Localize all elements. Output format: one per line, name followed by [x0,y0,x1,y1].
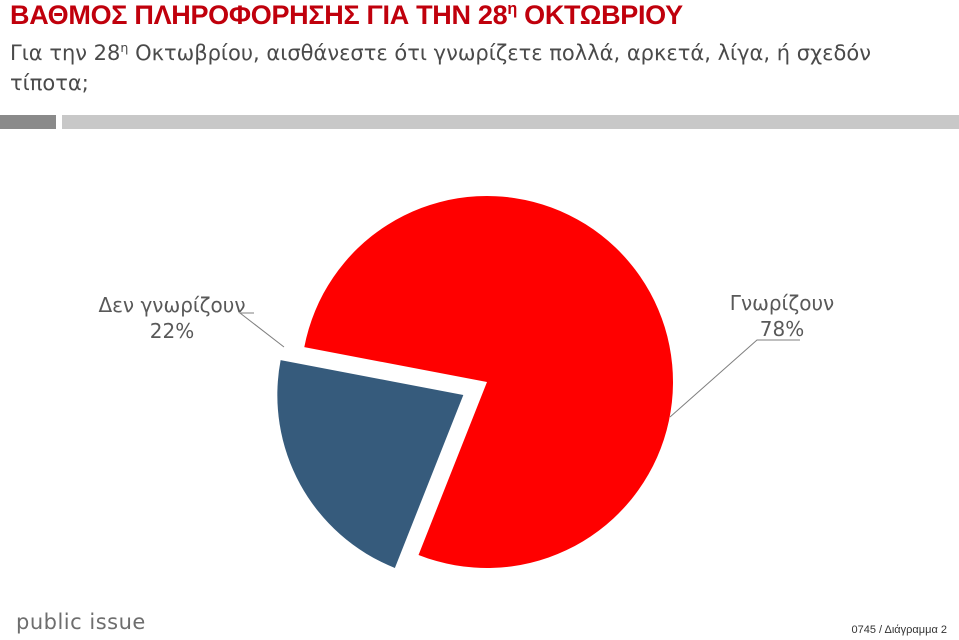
public-issue-logo: public issue [16,610,146,634]
pie-slice [304,196,674,569]
header-rule [62,115,959,129]
slice-label-name: Γνωρίζουν [729,291,835,315]
slice-label-value: 22% [149,319,195,343]
diagram-code: 0745 / Διάγραμμα 2 [851,624,947,636]
leader-line-gnorizoun [669,339,800,418]
header-rule-accent [0,115,56,129]
chart-subtitle: Για την 28η Οκτωβρίου, αισθάνεστε ότι γν… [10,40,871,95]
label-gnorizoun: Γνωρίζουν 78% [712,290,852,342]
leader-line-den-gnorizoun [238,312,285,348]
pie-slice [277,360,464,568]
slice-label-value: 78% [759,317,805,341]
label-den-gnorizoun: Δεν γνωρίζουν 22% [92,292,252,344]
slice-label-name: Δεν γνωρίζουν [98,293,246,317]
chart-title: ΒΑΘΜΟΣ ΠΛΗΡΟΦΟΡΗΣΗΣ ΓΙΑ ΤΗΝ 28η ΟΚΤΩΒΡΙΟ… [10,0,683,30]
